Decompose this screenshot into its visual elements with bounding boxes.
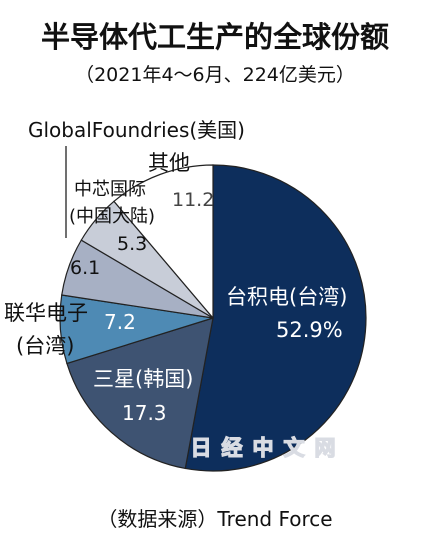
label-other-name: 其他: [148, 151, 190, 175]
slice-samsung: [66, 317, 214, 470]
pie-slices: [59, 164, 367, 472]
chart-title: 半导体代工生产的全球份额: [41, 20, 389, 54]
label-tsmc-name: 台积电(台湾): [226, 285, 347, 309]
label-umc-value: 7.2: [104, 310, 136, 334]
label-umc-name-line1: 联华电子: [4, 301, 88, 325]
label-smic-name-line2: (中国大陆): [69, 206, 155, 227]
slice-tsmc: [184, 164, 367, 472]
slice-other: [113, 164, 214, 320]
label-globalfoundries-name: GlobalFoundries(美国): [28, 118, 245, 142]
watermark: 日经中文网: [191, 436, 346, 460]
chart-subtitle: （2021年4～6月、224亿美元）: [75, 64, 355, 86]
label-smic-value: 5.3: [117, 233, 147, 255]
label-globalfoundries-value: 6.1: [70, 257, 100, 279]
label-samsung-value: 17.3: [122, 401, 167, 425]
slice-labels: 台积电(台湾) 52.9% 三星(韩国) 17.3 联华电子 (台湾) 7.2 GlobalF…: [4, 118, 347, 425]
label-other-value: 11.2: [172, 189, 214, 211]
label-smic-name-line1: 中芯国际: [74, 179, 146, 200]
label-umc-name-line2: (台湾): [16, 334, 74, 358]
label-tsmc-value: 52.9%: [276, 318, 343, 342]
label-samsung-name: 三星(韩国): [93, 367, 193, 391]
source-note: （数据来源）Trend Force: [97, 507, 332, 531]
